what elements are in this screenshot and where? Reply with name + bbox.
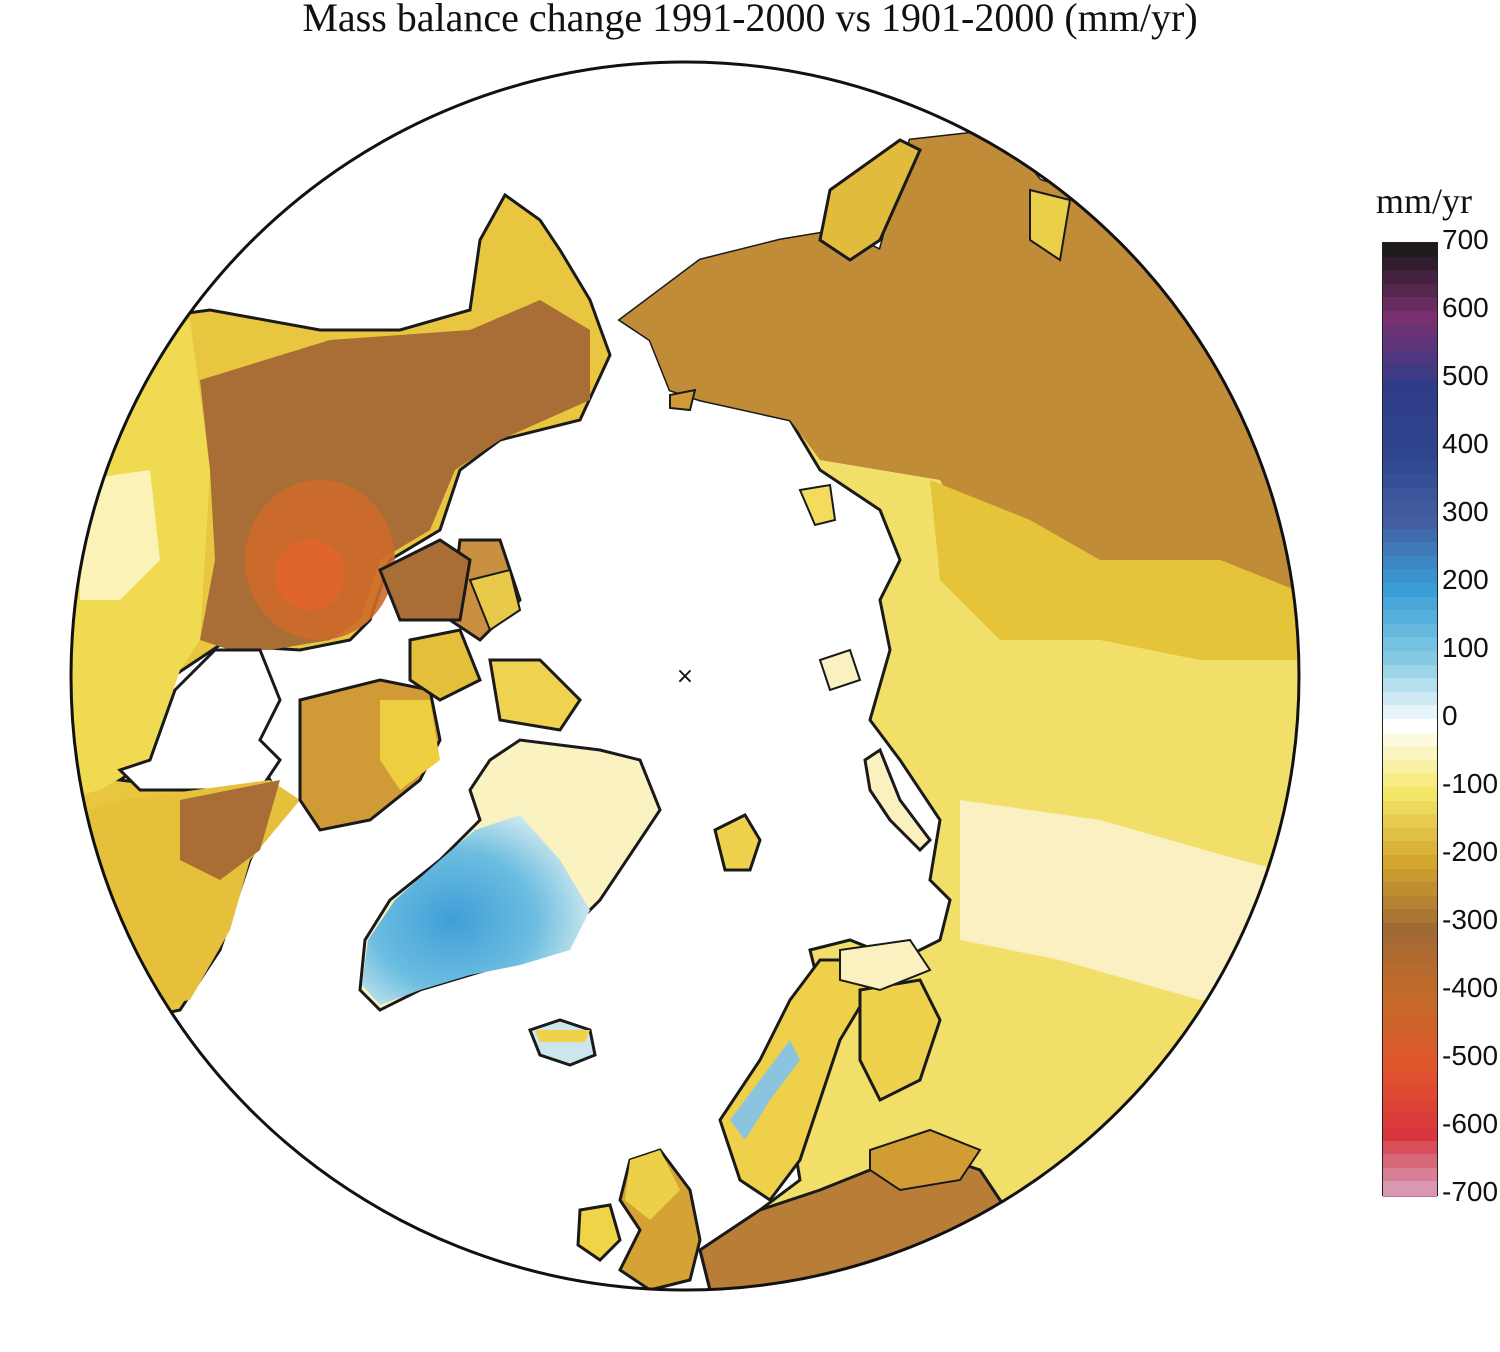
labrador-brown [180,780,280,880]
colorbar-tick-label: 200 [1442,564,1489,595]
colorbar [1382,242,1438,1197]
new-siberian-islands [798,483,837,527]
greenland-ice-blue [362,815,590,1005]
novaya-zemlya [863,747,932,853]
colorbar-tick-label: 300 [1442,496,1489,527]
colorbar-tick-label: 700 [1442,224,1489,255]
archipelago-a [378,538,472,622]
colorbar-tick-label: 0 [1442,700,1458,731]
central-asia-pale [960,800,1299,1000]
svalbard [713,813,762,872]
scandinavia [718,958,872,1203]
colorbar-tick-label: 400 [1442,428,1489,459]
colorbar-tick-label: 100 [1442,632,1489,663]
archipelago-d [468,568,522,632]
archipelago-c [488,658,582,732]
finland [858,978,942,1103]
great-britain-yellow [625,1150,680,1220]
land-masses [71,128,1299,1290]
colorbar-tick-label: -600 [1442,1108,1499,1139]
colorbar-tick-label: 600 [1442,292,1489,323]
archipelago-b [408,628,482,702]
iceland-north [535,1030,590,1042]
baltic-states [869,1128,982,1192]
colorbar-tick-label: -300 [1442,904,1499,935]
pale-patch-west [80,470,160,600]
kola [839,938,932,992]
colorbar-units-label: mm/yr [1376,181,1472,221]
colorbar-segment [1383,1181,1437,1197]
wrangel-island [669,388,697,412]
norway-blue [730,1040,800,1140]
colorbar-tick-label: -400 [1442,972,1499,1003]
colorbar-tick-label: -200 [1442,836,1499,867]
chukotka [818,138,922,262]
colorbar-tick-label: -700 [1442,1176,1499,1207]
globe-outline [69,60,1301,1292]
siberia-gold [930,480,1299,660]
map-title: Mass balance change 1991-2000 vs 1901-20… [302,0,1198,40]
colorbar-tick-label: -500 [1442,1040,1499,1071]
baffin-yellow [380,700,440,790]
kamchatka [1029,188,1072,262]
hudson-hotspot-core [275,540,345,610]
hudson-bay [117,648,282,792]
ireland [576,1203,622,1262]
colorbar-tick-label: 500 [1442,360,1489,391]
severnaya-zemlya [818,648,862,692]
colorbar-tick-label: -100 [1442,768,1499,799]
north-pole-marker: × [676,664,694,689]
